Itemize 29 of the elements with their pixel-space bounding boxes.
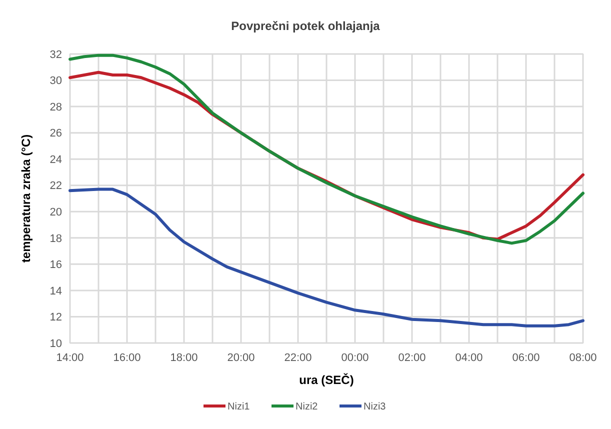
y-tick-label: 24 [50,154,62,166]
y-axis-title: temperatura zraka (°C) [19,134,33,263]
x-tick-label: 04:00 [455,352,483,364]
x-tick-label: 18:00 [170,352,198,364]
legend-label: Nizi3 [364,402,386,412]
legend-label: Nizi1 [228,402,250,412]
y-tick-label: 28 [50,101,62,114]
x-tick-label: 22:00 [284,352,312,364]
y-tick-label: 18 [50,232,62,245]
y-tick-label: 26 [50,128,62,140]
x-tick-label: 02:00 [398,352,426,364]
y-tick-label: 12 [50,312,62,324]
line-series [68,188,584,328]
x-tick-label: 16:00 [113,352,141,364]
y-tick-label: 30 [50,75,62,88]
x-tick-label: 00:00 [341,352,369,364]
x-tick-label: 14:00 [56,352,84,364]
x-tick-label: 20:00 [227,352,255,364]
y-tick-label: 20 [50,206,62,218]
y-tick-label: 22 [50,180,62,192]
y-tick-label: 32 [50,48,62,61]
x-tick-label: 08:00 [569,352,597,364]
y-tick-label: 16 [50,259,62,272]
legend-label: Nizi2 [296,402,318,412]
y-tick-label: 10 [50,338,62,350]
x-axis-title: ura (SEČ) [299,373,354,387]
x-tick-label: 06:00 [512,352,540,364]
y-tick-label: 14 [50,285,62,298]
chart-title: Povprečni potek ohlajanja [231,19,380,33]
